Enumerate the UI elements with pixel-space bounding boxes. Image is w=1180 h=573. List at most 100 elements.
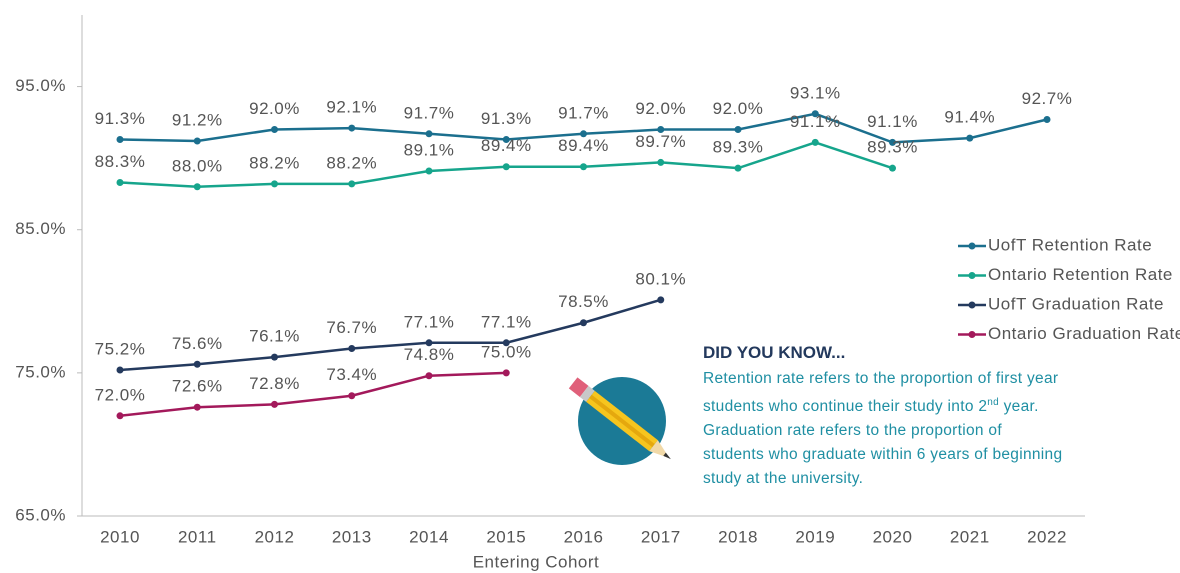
data-point (580, 163, 587, 171)
data-point (502, 339, 510, 347)
data-point (502, 136, 510, 144)
data-label: 78.5% (558, 292, 609, 311)
data-point (657, 158, 665, 166)
data-point (271, 353, 278, 361)
data-label: 73.4% (326, 365, 377, 384)
data-point (425, 372, 433, 380)
x-tick-label: 2012 (255, 527, 295, 546)
legend-label: UofT Graduation Rate (988, 294, 1164, 313)
data-label: 77.1% (481, 312, 532, 331)
data-point (502, 369, 510, 377)
y-tick-label: 75.0% (15, 362, 66, 381)
data-label: 75.6% (172, 334, 223, 353)
y-tick-label: 85.0% (15, 219, 66, 238)
x-tick-label: 2018 (718, 527, 758, 546)
data-point (348, 124, 356, 132)
data-label: 72.0% (95, 385, 146, 404)
data-point (271, 180, 278, 188)
data-label: 91.4% (944, 108, 995, 127)
legend-label: UofT Retention Rate (988, 235, 1152, 254)
x-tick-label: 2013 (332, 527, 372, 546)
data-point (348, 345, 356, 353)
data-point (1043, 115, 1051, 123)
x-tick-label: 2021 (950, 527, 990, 546)
x-tick-label: 2017 (641, 527, 681, 546)
data-label: 91.2% (172, 110, 223, 129)
data-label: 88.0% (172, 156, 223, 175)
data-point (348, 180, 356, 188)
data-label: 80.1% (635, 269, 686, 288)
data-point (348, 392, 356, 400)
data-label: 75.2% (95, 339, 146, 358)
data-label: 89.1% (404, 141, 455, 160)
x-tick-label: 2010 (100, 527, 140, 546)
x-axis-label: Entering Cohort (473, 552, 600, 571)
callout: DID YOU KNOW... Retention rate refers to… (703, 343, 1063, 491)
data-point (734, 126, 742, 134)
data-point (580, 130, 587, 138)
x-tick-label: 2015 (486, 527, 526, 546)
data-label: 72.6% (172, 377, 223, 396)
x-tick-label: 2019 (795, 527, 835, 546)
data-label: 91.3% (481, 109, 532, 128)
x-tick-label: 2014 (409, 527, 449, 546)
data-label: 92.1% (326, 98, 377, 117)
data-label: 75.0% (481, 342, 532, 361)
data-point (425, 339, 433, 347)
data-label: 91.7% (558, 103, 609, 122)
data-label: 76.1% (249, 327, 300, 346)
data-point (116, 412, 124, 420)
callout-superscript: nd (987, 397, 1000, 408)
data-point (425, 130, 433, 138)
data-point (193, 403, 201, 411)
data-label: 89.7% (635, 132, 686, 151)
data-point (425, 167, 433, 175)
data-point (271, 400, 278, 408)
data-point (271, 126, 278, 134)
data-label: 92.0% (635, 99, 686, 118)
data-label: 88.2% (249, 153, 300, 172)
data-point (193, 360, 201, 368)
legend-marker (968, 272, 976, 279)
series-line (119, 298, 662, 372)
x-tick-label: 2011 (178, 527, 217, 546)
x-tick-label: 2020 (873, 527, 913, 546)
x-tick-label: 2016 (564, 527, 604, 546)
legend-marker (968, 301, 976, 309)
data-label: 91.1% (790, 112, 841, 131)
data-label: 76.7% (326, 318, 377, 337)
data-label: 89.3% (713, 138, 764, 157)
data-point (502, 163, 510, 171)
data-label: 89.4% (481, 136, 532, 155)
callout-title: DID YOU KNOW... (703, 343, 846, 362)
data-label: 91.1% (867, 112, 918, 131)
data-point (811, 138, 819, 146)
data-label: 72.8% (249, 374, 300, 393)
data-label: 88.3% (95, 152, 146, 171)
callout-body: Retention rate refers to the proportion … (703, 367, 1063, 491)
data-label: 92.0% (713, 99, 764, 118)
data-label: 89.3% (867, 138, 918, 157)
data-label: 92.7% (1022, 89, 1073, 108)
legend-label: Ontario Graduation Rate (988, 324, 1180, 343)
data-label: 91.7% (404, 103, 455, 122)
data-point (889, 138, 896, 146)
x-tick-label: 2022 (1027, 527, 1067, 546)
data-point (116, 178, 124, 186)
pencil-icon (568, 377, 671, 465)
data-point (193, 183, 201, 191)
data-point (580, 319, 587, 327)
y-tick-label: 65.0% (15, 505, 66, 524)
legend-marker (968, 242, 976, 250)
data-label: 88.2% (326, 153, 377, 172)
data-point (889, 164, 896, 172)
data-point (116, 136, 124, 144)
data-point (966, 134, 974, 142)
data-point (657, 126, 665, 134)
data-label: 77.1% (404, 312, 455, 331)
data-label: 92.0% (249, 99, 300, 118)
data-label: 74.8% (404, 345, 455, 364)
series-line (119, 371, 507, 418)
